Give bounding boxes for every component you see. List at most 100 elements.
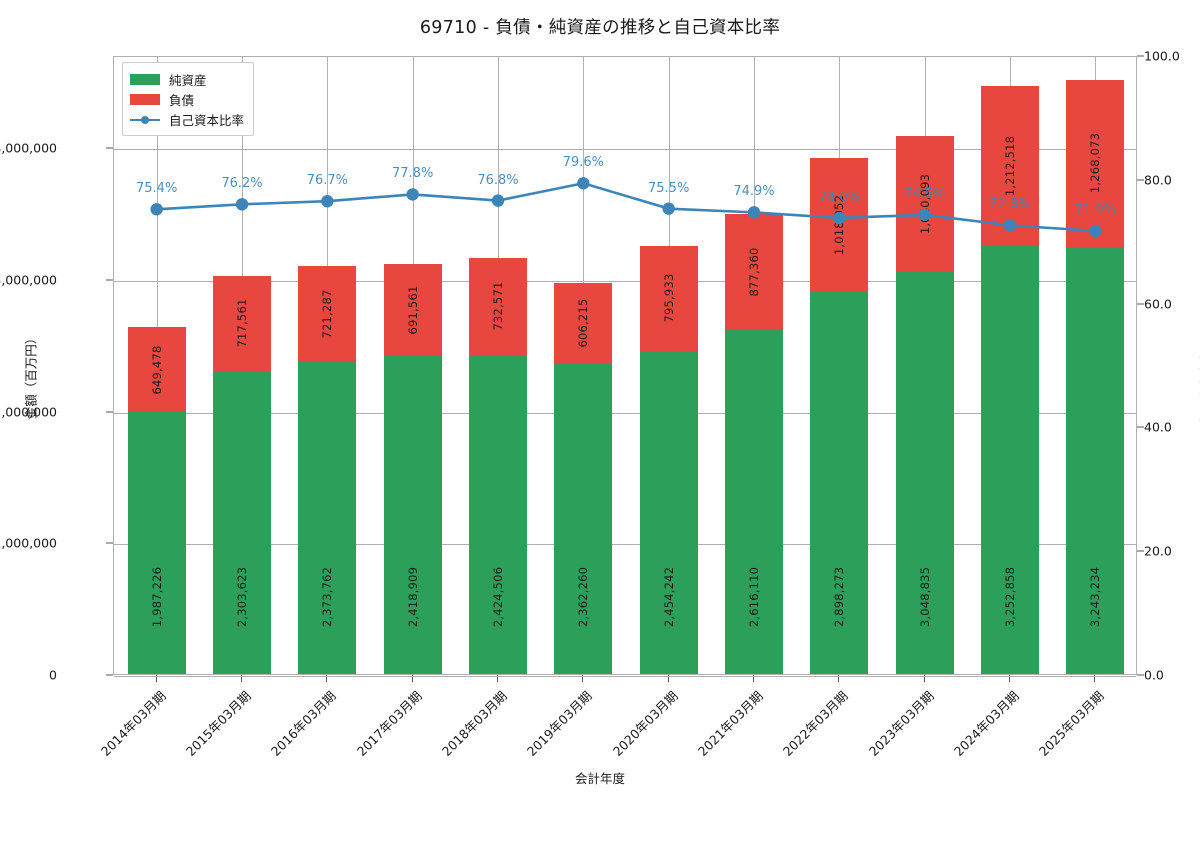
legend-label-net-assets: 純資産 — [169, 70, 207, 89]
bar-value-label-liabilities: 649,478 — [150, 345, 164, 394]
legend-label-liabilities: 負債 — [169, 90, 194, 109]
bar-segment-net-assets[interactable]: 2,898,273 — [810, 292, 868, 674]
legend-item-liabilities: 負債 — [130, 89, 244, 109]
bar-value-label-net-assets: 2,418,909 — [406, 567, 420, 627]
bar-segment-liabilities[interactable]: 732,571 — [469, 258, 527, 354]
ratio-value-label: 74.0% — [819, 190, 860, 205]
bar-stack[interactable]: 877,360 2,616,110 — [725, 214, 783, 674]
bar-segment-net-assets[interactable]: 2,616,110 — [725, 329, 783, 674]
bar-segment-liabilities[interactable]: 606,215 — [554, 283, 612, 363]
y-tick-label-left: 4,000,000 — [0, 141, 57, 156]
x-tick-label: 2020年03月期 — [526, 686, 681, 841]
bar-stack[interactable]: 1,018,952 2,898,273 — [810, 158, 868, 674]
x-tick-label: 2023年03月期 — [782, 686, 937, 841]
x-tick-label: 2022年03月期 — [697, 686, 852, 841]
bar-segment-net-assets[interactable]: 2,424,506 — [469, 355, 527, 674]
bar-segment-liabilities[interactable]: 1,212,518 — [981, 86, 1039, 246]
bar-segment-net-assets[interactable]: 3,252,858 — [981, 246, 1039, 674]
y-tick-mark-right — [1137, 179, 1144, 180]
bar-value-label-net-assets: 2,362,260 — [576, 567, 590, 627]
ratio-value-label: 71.9% — [1075, 203, 1116, 218]
bar-value-label-net-assets: 2,424,506 — [491, 567, 505, 627]
bar-segment-liabilities[interactable]: 1,018,952 — [810, 158, 868, 292]
bar-value-label-net-assets: 3,252,858 — [1003, 567, 1017, 627]
legend-label-equity-ratio: 自己資本比率 — [169, 110, 244, 129]
ratio-value-label: 74.5% — [904, 187, 945, 202]
ratio-value-label: 76.2% — [221, 176, 262, 191]
bar-segment-liabilities[interactable]: 721,287 — [298, 266, 356, 361]
bar-segment-liabilities[interactable]: 1,268,073 — [1066, 80, 1124, 247]
bar-value-label-liabilities: 717,561 — [235, 299, 249, 348]
y-tick-label-right: 40.0 — [1144, 420, 1172, 435]
bar-value-label-net-assets: 1,987,226 — [150, 567, 164, 627]
bar-stack[interactable]: 649,478 1,987,226 — [128, 327, 186, 674]
y-tick-label-left: 3,000,000 — [0, 272, 57, 287]
bar-segment-liabilities[interactable]: 691,561 — [384, 264, 442, 355]
bar-segment-net-assets[interactable]: 2,454,242 — [640, 351, 698, 674]
y-tick-mark-right — [1137, 551, 1144, 552]
x-tick-label: 2017年03月期 — [270, 686, 425, 841]
bar-value-label-net-assets: 2,454,242 — [662, 567, 676, 627]
bar-value-label-liabilities: 1,040,093 — [918, 174, 932, 234]
x-tick-label: 2025年03月期 — [953, 686, 1108, 841]
legend-line-equity-ratio — [130, 114, 160, 125]
x-tick-label: 2016年03月期 — [185, 686, 340, 841]
y-tick-mark-left — [106, 148, 113, 149]
chart-title: 69710 - 負債・純資産の推移と自己資本比率 — [0, 14, 1200, 39]
bar-value-label-net-assets: 2,898,273 — [832, 567, 846, 627]
legend-item-equity-ratio: 自己資本比率 — [130, 109, 244, 129]
bar-segment-liabilities[interactable]: 1,040,093 — [896, 136, 954, 273]
y-tick-label-right: 100.0 — [1144, 49, 1180, 64]
ratio-value-label: 79.6% — [563, 155, 604, 170]
y-tick-mark-left — [106, 411, 113, 412]
bar-stack[interactable]: 717,561 2,303,623 — [213, 276, 271, 674]
bar-value-label-liabilities: 877,360 — [747, 247, 761, 296]
bar-segment-liabilities[interactable]: 877,360 — [725, 214, 783, 330]
bar-value-label-liabilities: 691,561 — [406, 285, 420, 334]
bar-stack[interactable]: 1,212,518 3,252,858 — [981, 86, 1039, 674]
bar-value-label-liabilities: 732,571 — [491, 282, 505, 331]
y-axis-label-left: 金額（百万円） — [21, 296, 40, 456]
y-tick-mark-left — [106, 675, 113, 676]
y-tick-mark-right — [1137, 675, 1144, 676]
bar-segment-net-assets[interactable]: 1,987,226 — [128, 412, 186, 674]
bar-stack[interactable]: 691,561 2,418,909 — [384, 264, 442, 674]
ratio-value-label: 75.5% — [648, 181, 689, 196]
bar-stack[interactable]: 795,933 2,454,242 — [640, 246, 698, 674]
x-tick-label: 2015年03月期 — [100, 686, 255, 841]
bar-segment-net-assets[interactable]: 2,362,260 — [554, 363, 612, 674]
y-axis-label-right: 自己資本比率 (%) — [1196, 296, 1200, 456]
bar-segment-net-assets[interactable]: 2,418,909 — [384, 355, 442, 674]
y-tick-label-right: 80.0 — [1144, 172, 1172, 187]
bar-stack[interactable]: 732,571 2,424,506 — [469, 258, 527, 674]
x-tick-label: 2024年03月期 — [868, 686, 1023, 841]
ratio-value-label: 75.4% — [136, 181, 177, 196]
bar-segment-liabilities[interactable]: 649,478 — [128, 327, 186, 413]
bar-segment-net-assets[interactable]: 3,243,234 — [1066, 247, 1124, 674]
bar-value-label-net-assets: 3,243,234 — [1088, 567, 1102, 627]
x-tick-label: 2018年03月期 — [356, 686, 511, 841]
bar-value-label-liabilities: 1,268,073 — [1088, 133, 1102, 193]
x-tick-label: 2014年03月期 — [14, 686, 169, 841]
bar-value-label-net-assets: 3,048,835 — [918, 567, 932, 627]
bar-value-label-liabilities: 606,215 — [576, 298, 590, 347]
legend-swatch-liabilities — [130, 94, 160, 105]
bar-segment-net-assets[interactable]: 2,303,623 — [213, 371, 271, 674]
bar-segment-liabilities[interactable]: 795,933 — [640, 246, 698, 351]
y-tick-mark-right — [1137, 56, 1144, 57]
bar-stack[interactable]: 1,040,093 3,048,835 — [896, 135, 954, 674]
bar-segment-liabilities[interactable]: 717,561 — [213, 276, 271, 371]
bar-value-label-liabilities: 1,212,518 — [1003, 136, 1017, 196]
bar-segment-net-assets[interactable]: 2,373,762 — [298, 361, 356, 674]
ratio-value-label: 72.8% — [989, 197, 1030, 212]
bar-stack[interactable]: 1,268,073 3,243,234 — [1066, 80, 1124, 674]
bar-segment-net-assets[interactable]: 3,048,835 — [896, 272, 954, 674]
x-tick-label: 2019年03月期 — [441, 686, 596, 841]
y-tick-label-left: 2,000,000 — [0, 404, 57, 419]
gridline-y — [114, 676, 1136, 677]
ratio-value-label: 77.8% — [392, 166, 433, 181]
bar-stack[interactable]: 606,215 2,362,260 — [554, 283, 612, 674]
bar-value-label-net-assets: 2,303,623 — [235, 567, 249, 627]
